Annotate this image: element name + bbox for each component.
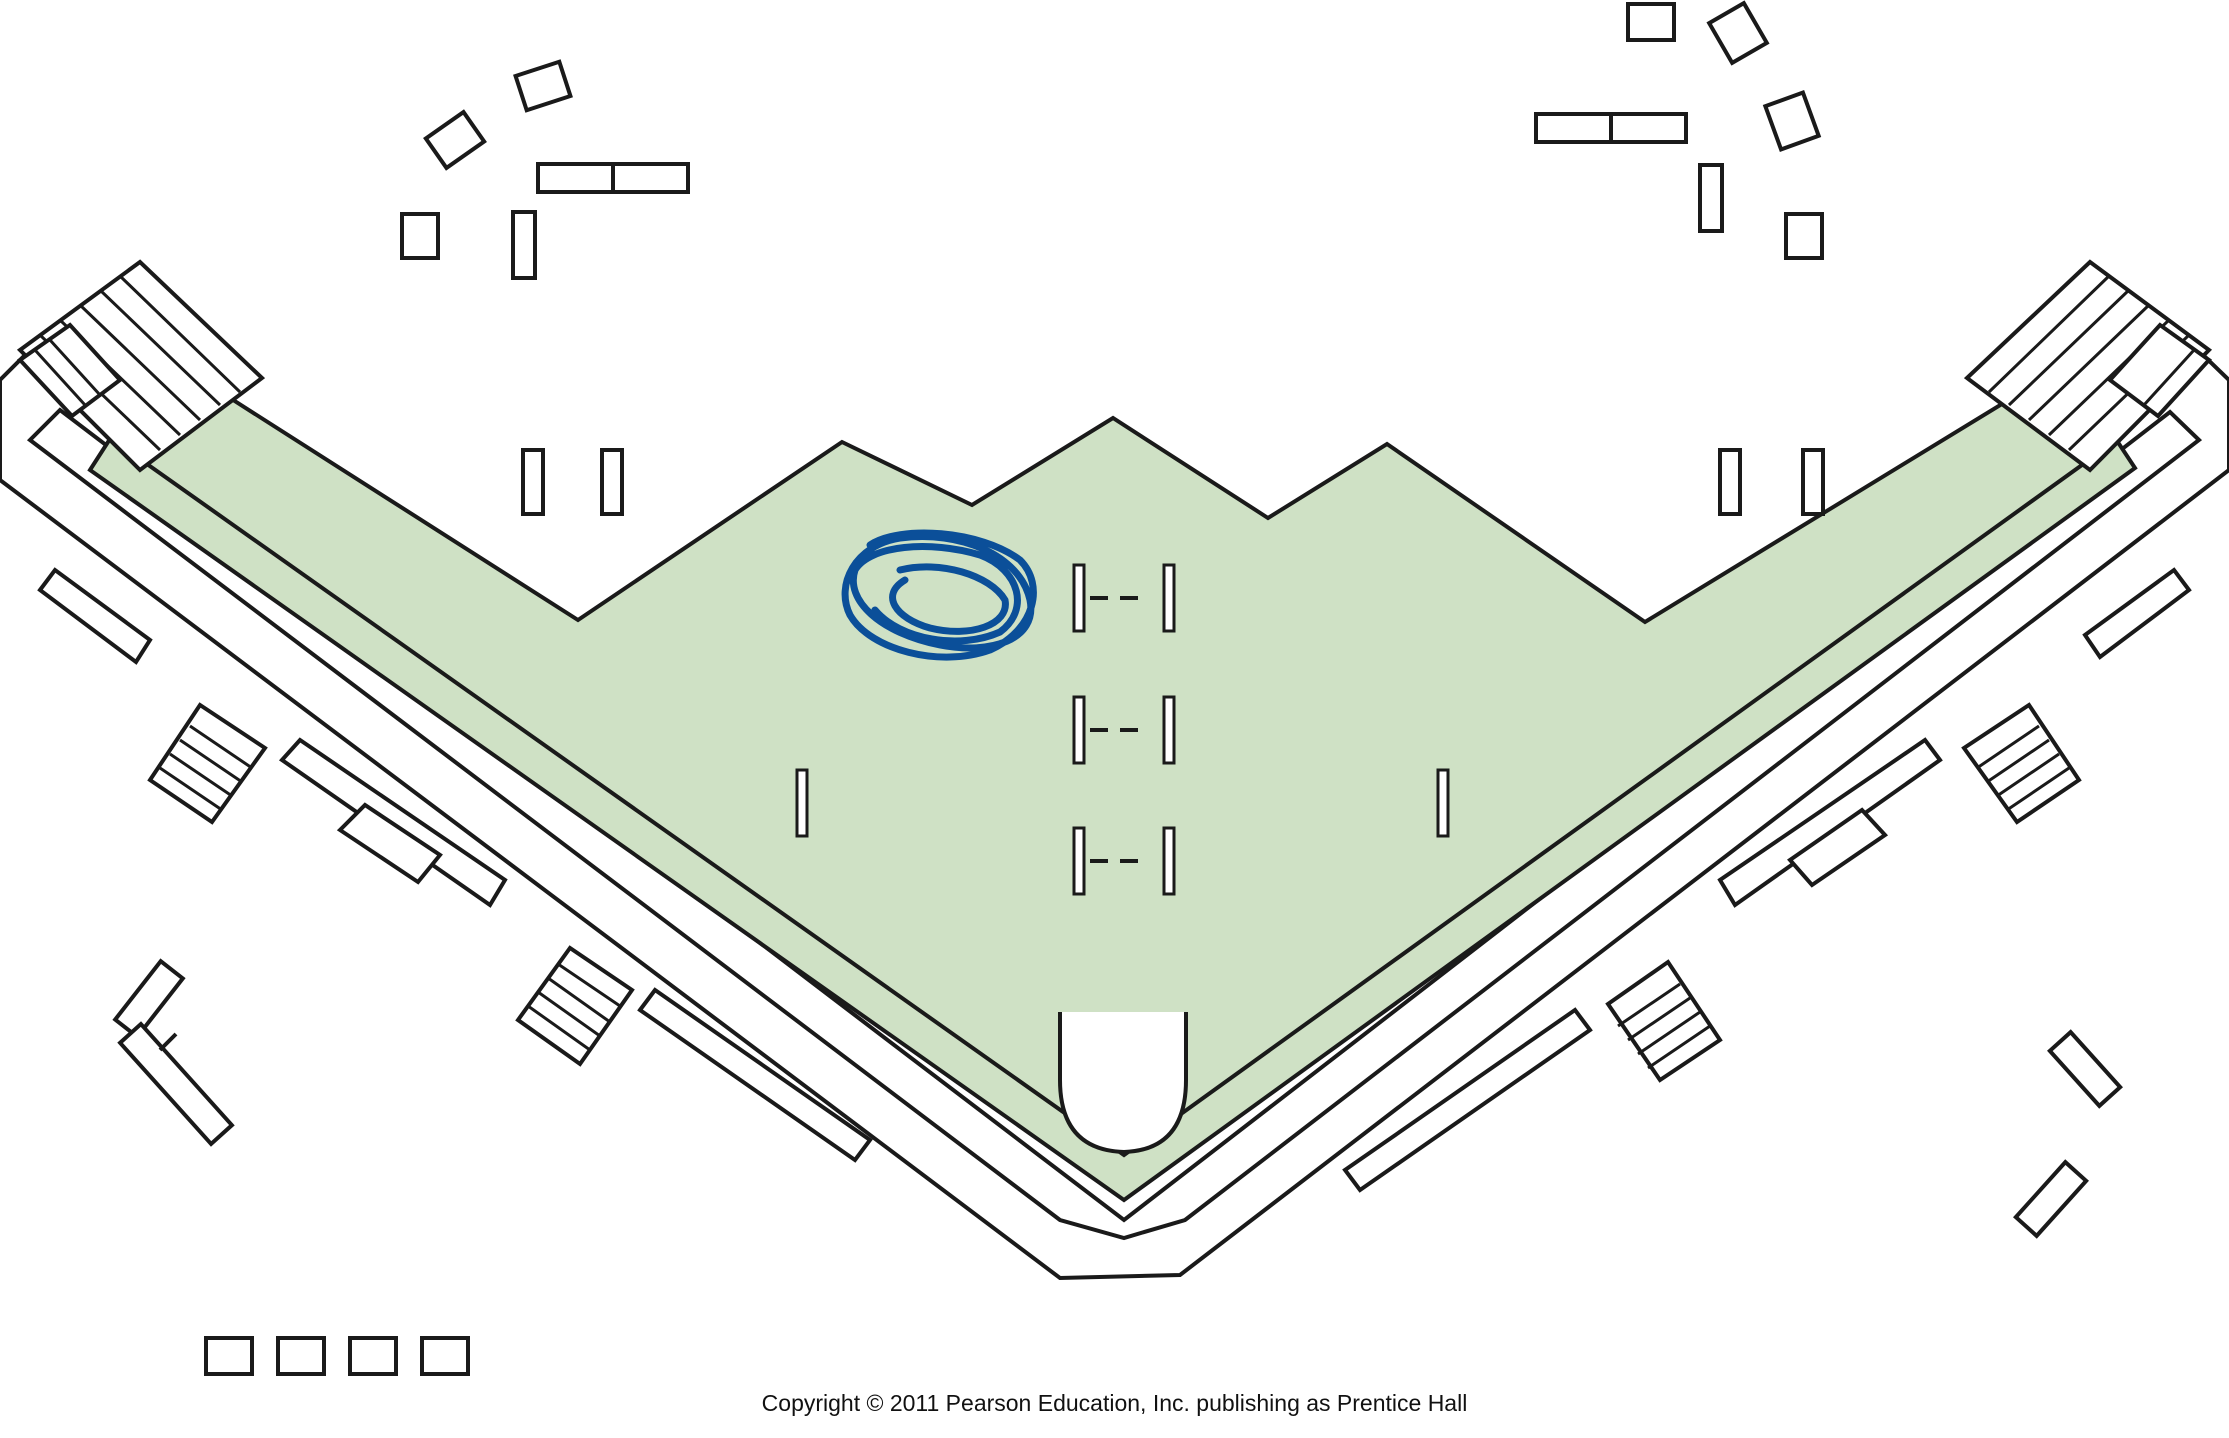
green-field — [87, 393, 2138, 1203]
left-corner-stand — [16, 259, 266, 473]
blocks-bottom-left — [112, 958, 470, 1376]
field-post-left — [795, 768, 809, 838]
bench-2 — [1072, 695, 1176, 765]
field-post-right — [1436, 768, 1450, 838]
field-edge-lines — [128, 450, 2102, 1158]
bench-1 — [1072, 563, 1176, 633]
blocks-top-right — [1534, 0, 1824, 260]
left-stairs — [37, 567, 873, 1163]
blocks-top-left — [400, 59, 690, 280]
field-benches — [795, 563, 1450, 896]
bench-3 — [1072, 826, 1176, 896]
blocks-bottom-right — [2013, 1029, 2123, 1239]
right-corner-stand — [1963, 259, 2213, 473]
home-area — [1058, 1012, 1188, 1155]
right-stairs — [1342, 567, 2192, 1193]
blue-scribble-icon — [841, 529, 1037, 661]
copyright-text: Copyright © 2011 Pearson Education, Inc.… — [761, 1390, 1468, 1416]
top-posts — [521, 448, 1825, 516]
